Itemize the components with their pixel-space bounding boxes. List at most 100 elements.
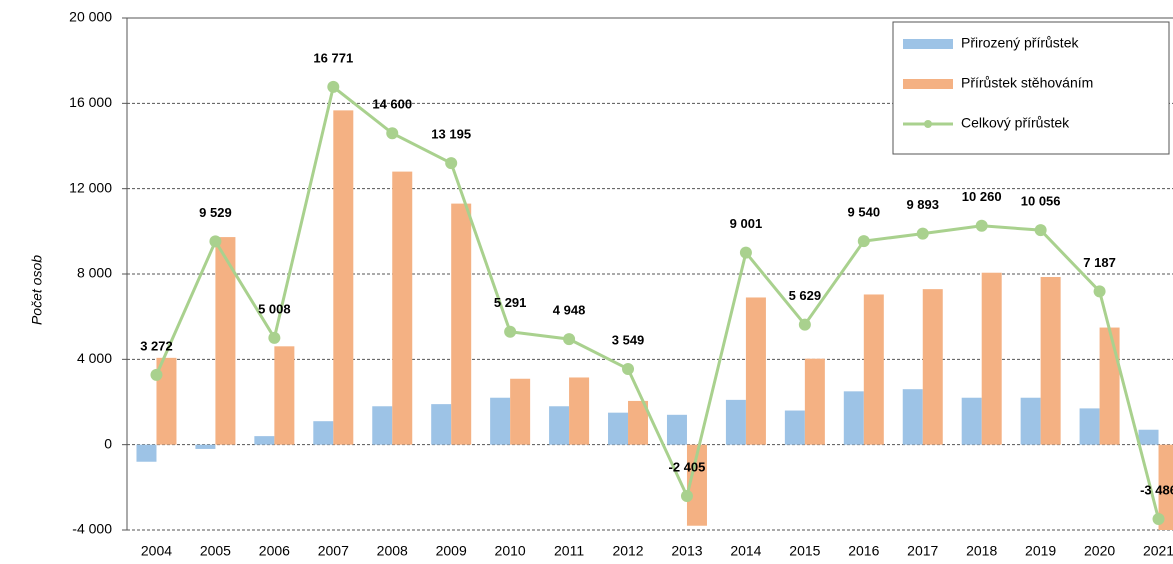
bar (804, 358, 825, 445)
bar (372, 406, 393, 445)
bar (628, 400, 649, 445)
value-label: 16 771 (313, 50, 353, 65)
x-tick-label: 2018 (966, 543, 997, 559)
y-tick-label: 16 000 (69, 94, 112, 110)
point (150, 368, 163, 381)
point (268, 331, 281, 344)
point (386, 127, 399, 140)
y-tick-label: 0 (104, 435, 112, 451)
bar (686, 444, 707, 526)
bar (725, 399, 746, 445)
x-tick-label: 2020 (1084, 543, 1115, 559)
bar (392, 171, 413, 445)
x-tick-label: 2017 (907, 543, 938, 559)
value-label: 10 260 (962, 189, 1002, 204)
bar (156, 357, 177, 445)
value-label: 5 291 (494, 295, 527, 310)
value-label: 9 529 (199, 205, 232, 220)
x-tick-label: 2011 (554, 543, 584, 559)
point (857, 235, 870, 248)
bar (666, 414, 687, 445)
point (739, 246, 752, 259)
value-label: -2 405 (669, 459, 706, 474)
bar (510, 378, 531, 445)
bar (1020, 397, 1041, 445)
value-label: 9 001 (730, 216, 763, 231)
x-tick-label: 2012 (612, 543, 643, 559)
value-label: 9 893 (906, 197, 939, 212)
x-tick-label: 2021 (1143, 543, 1173, 559)
y-axis-label: Počet osob (29, 255, 45, 325)
point (445, 157, 458, 170)
plot-area (136, 110, 1173, 530)
x-tick-label: 2006 (259, 543, 290, 559)
y-tick-label: 4 000 (77, 350, 112, 366)
bar (784, 410, 805, 445)
bar (1138, 429, 1159, 445)
x-tick-label: 2013 (671, 543, 702, 559)
bar (961, 397, 982, 445)
value-label: 3 549 (612, 332, 645, 347)
point (1152, 513, 1165, 526)
bar (136, 444, 157, 462)
bar (274, 346, 295, 445)
bar (745, 297, 766, 445)
point (916, 227, 929, 240)
value-label: 10 056 (1021, 194, 1061, 209)
bar (902, 389, 923, 445)
legend-label: Přirozený přírůstek (961, 35, 1079, 51)
value-label: 7 187 (1083, 255, 1116, 270)
bar (1099, 327, 1120, 445)
legend-swatch (903, 79, 953, 89)
value-label: 13 195 (431, 127, 471, 142)
bar (549, 406, 570, 445)
bar (981, 272, 1002, 445)
legend-swatch (924, 120, 932, 128)
bar (1158, 444, 1173, 530)
bar (863, 294, 884, 445)
bar (1079, 408, 1100, 445)
y-tick-label: -4 000 (72, 521, 112, 537)
value-label: 3 272 (140, 338, 173, 353)
bar (451, 203, 472, 445)
point (563, 333, 576, 346)
bar (490, 397, 511, 445)
bar (1040, 276, 1061, 445)
bar (569, 377, 590, 445)
point (798, 318, 811, 331)
x-tick-label: 2019 (1025, 543, 1056, 559)
x-tick-label: 2010 (495, 543, 526, 559)
bar (215, 237, 236, 445)
bar (333, 110, 354, 445)
bar (608, 412, 629, 445)
line (155, 84, 1160, 520)
legend-swatch (903, 39, 953, 49)
legend-label: Celkový přírůstek (961, 115, 1070, 131)
x-tick-label: 2007 (318, 543, 349, 559)
bar (195, 444, 216, 449)
x-tick-label: 2015 (789, 543, 820, 559)
point (327, 80, 340, 93)
y-tick-label: 20 000 (69, 9, 112, 25)
x-tick-label: 2004 (141, 543, 172, 559)
point (209, 235, 222, 248)
point (1093, 285, 1106, 298)
y-tick-label: 8 000 (77, 265, 112, 281)
point (975, 219, 988, 232)
value-label: -3 486 (1140, 482, 1173, 497)
point (680, 489, 693, 502)
x-tick-label: 2014 (730, 543, 761, 559)
legend-label: Přírůstek stěhováním (961, 75, 1093, 91)
value-label: 14 600 (372, 97, 412, 112)
bar (843, 391, 864, 445)
value-label: 4 948 (553, 303, 586, 318)
point (504, 325, 517, 338)
y-tick-label: 12 000 (69, 179, 112, 195)
value-label: 5 008 (258, 301, 291, 316)
point (1034, 224, 1047, 237)
x-tick-label: 2009 (436, 543, 467, 559)
bar (922, 289, 943, 445)
x-tick-label: 2005 (200, 543, 231, 559)
